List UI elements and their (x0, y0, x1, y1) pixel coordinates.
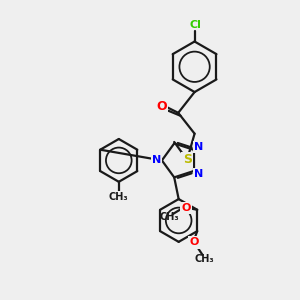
Text: CH₃: CH₃ (109, 192, 129, 202)
Text: CH₃: CH₃ (195, 254, 214, 264)
Text: N: N (152, 155, 161, 165)
Text: N: N (194, 169, 203, 179)
Text: O: O (181, 203, 190, 213)
Text: O: O (190, 238, 199, 248)
Text: O: O (157, 100, 167, 113)
Text: S: S (183, 153, 192, 166)
Text: CH₃: CH₃ (160, 212, 179, 222)
Text: N: N (194, 142, 203, 152)
Text: Cl: Cl (189, 20, 201, 30)
